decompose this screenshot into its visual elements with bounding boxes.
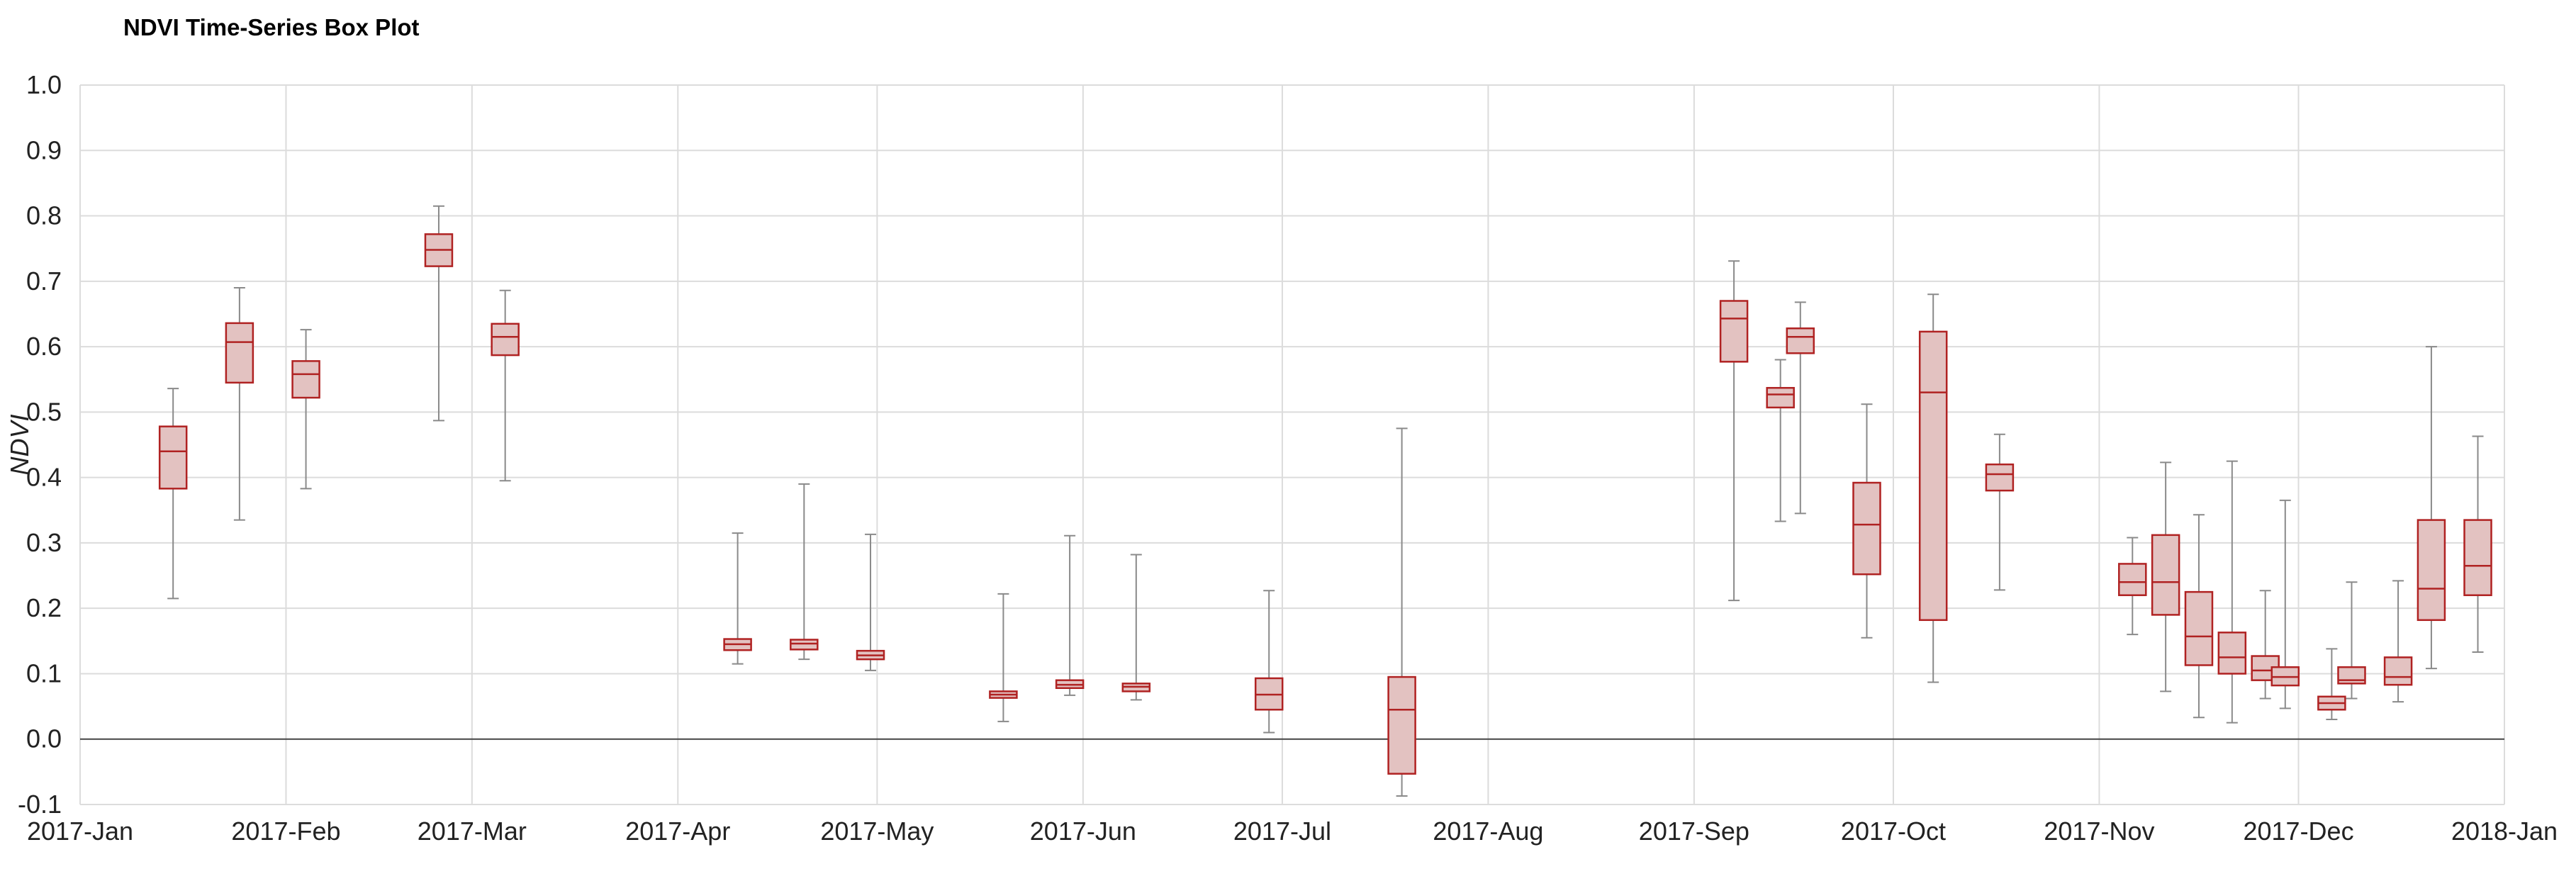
box-item: [2383, 580, 2413, 703]
box-item: [424, 205, 454, 422]
grid-layer: [79, 84, 2505, 805]
box-item: [2151, 461, 2180, 693]
iqr-box: [1985, 463, 2015, 492]
x-tick-label: 2017-Jul: [1233, 817, 1331, 846]
x-tick-label: 2017-Feb: [231, 817, 340, 846]
box-item: [2463, 435, 2492, 654]
iqr-box: [1766, 386, 1795, 409]
box-item: [2118, 537, 2147, 636]
box-item: [2417, 346, 2446, 670]
box-item: [291, 329, 320, 490]
iqr-box: [1387, 675, 1416, 775]
iqr-box: [2463, 519, 2492, 596]
box-item: [1852, 403, 1881, 639]
y-tick-label: 0.5: [26, 397, 62, 426]
iqr-box: [158, 425, 188, 490]
label-layer: -0.1 0.0 0.1 0.2 0.3 0.4 0.5 0.6 0.7 0.8 0.9 1.0 201…: [5, 70, 2558, 846]
box-item: [1719, 260, 1749, 602]
iqr-box: [790, 639, 819, 651]
y-tick-label: 0.9: [26, 135, 62, 164]
y-tick-label: 0.2: [26, 593, 62, 622]
box-layer: [158, 205, 2492, 797]
box-item: [1254, 590, 1284, 734]
iqr-box: [2118, 563, 2147, 596]
x-tick-label: 2017-Jan: [27, 817, 133, 846]
box-item: [1121, 554, 1151, 701]
box-item: [856, 533, 885, 671]
y-tick-label: 0.1: [26, 658, 62, 688]
box-item: [1387, 427, 1416, 797]
x-tick-label: 2017-Oct: [1841, 817, 1946, 846]
y-tick-label: 0.4: [26, 463, 62, 492]
iqr-box: [291, 360, 320, 399]
box-item: [1918, 293, 1948, 683]
box-item: [2317, 648, 2346, 721]
box-item: [2337, 581, 2366, 700]
box-item: [158, 388, 188, 600]
iqr-box: [2217, 632, 2247, 675]
iqr-box: [225, 322, 254, 384]
y-tick-label: 0.3: [26, 528, 62, 557]
box-item: [1055, 534, 1085, 696]
box-item: [723, 532, 752, 665]
iqr-box: [2417, 519, 2446, 622]
box-item: [1766, 359, 1795, 522]
box-item: [1786, 301, 1815, 515]
iqr-box: [491, 323, 520, 357]
y-tick-label: 0.7: [26, 267, 62, 296]
x-tick-label: 2018-Jan: [2451, 817, 2558, 846]
x-tick-label: 2017-Nov: [2044, 817, 2154, 846]
iqr-box: [1719, 300, 1749, 363]
iqr-box: [1918, 330, 1948, 622]
box-item: [1985, 433, 2015, 591]
y-tick-label: 0.8: [26, 201, 62, 230]
iqr-box: [1852, 481, 1881, 576]
chart-title: NDVI Time-Series Box Plot: [123, 14, 420, 40]
x-tick-label: 2017-May: [820, 817, 934, 846]
iqr-box: [2184, 590, 2214, 666]
y-tick-label: 1.0: [26, 70, 62, 99]
box-item: [2184, 514, 2214, 719]
y-tick-label: 0.6: [26, 332, 62, 361]
y-tick-label: 0.0: [26, 724, 62, 753]
box-item: [2217, 460, 2247, 724]
box-item: [491, 289, 520, 482]
x-tick-label: 2017-Sep: [1639, 817, 1749, 846]
iqr-box: [1786, 327, 1815, 354]
x-tick-label: 2017-Aug: [1433, 817, 1543, 846]
box-item: [225, 287, 254, 521]
x-tick-label: 2017-Jun: [1030, 817, 1136, 846]
y-axis-title: NDVI: [5, 414, 34, 475]
iqr-box: [2383, 656, 2413, 686]
x-tick-label: 2017-Mar: [418, 817, 527, 846]
box-item: [2270, 499, 2300, 710]
box-item: [989, 593, 1018, 722]
x-tick-label: 2017-Apr: [625, 817, 730, 846]
box-item: [790, 483, 819, 661]
iqr-box: [2151, 534, 2180, 616]
x-tick-label: 2017-Dec: [2243, 817, 2353, 846]
y-tick-label: -0.1: [18, 790, 62, 819]
